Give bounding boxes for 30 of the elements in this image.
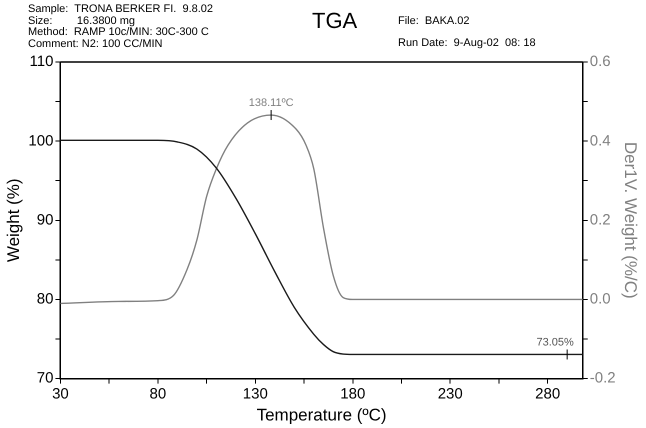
- text: Run Date: 9-Aug-02 08: 18: [398, 36, 536, 51]
- text: Sample: TRONA BERKER FI. 9.8.02: [28, 3, 214, 16]
- x-tick-label: 230: [438, 386, 463, 403]
- x-tick-label: 280: [535, 386, 560, 403]
- annotation: 138.11ºC: [248, 97, 294, 110]
- text: File: BAKA.02: [398, 14, 471, 29]
- line-series: [60, 114, 583, 304]
- annotation: 73.05%: [536, 336, 574, 348]
- text: Comment: N2: 100 CC/MIN: [28, 38, 164, 50]
- chart-title: TGA: [312, 8, 358, 34]
- y-tick-label: 80: [36, 290, 54, 308]
- y-tick-label: 70: [36, 370, 54, 387]
- y-axis-title: Weight (%): [4, 178, 23, 262]
- y-tick-label: 90: [36, 211, 54, 228]
- y2-tick-label: 0.2: [590, 211, 611, 228]
- x-axis-title: Temperature (ºC): [256, 405, 387, 424]
- x-tick-label: 80: [150, 386, 166, 403]
- y2-tick-label: 0.4: [590, 132, 611, 150]
- x-tick-label: 130: [242, 386, 268, 403]
- x-tick-label: 180: [340, 386, 366, 403]
- y-tick-label: 100: [28, 132, 54, 150]
- y-tick-label: 110: [30, 53, 54, 70]
- y2-tick-label: -0.2: [590, 370, 616, 387]
- text: Size: 16.3800 mg: [28, 14, 136, 27]
- text: Method: RAMP 10c/MIN: 30C-300 C: [28, 26, 210, 38]
- text: 0.0: [590, 290, 611, 308]
- y2-axis-title: Der1V. Weight (%/C): [621, 142, 640, 299]
- line-series: [60, 140, 583, 356]
- y2-tick-label: 0.6: [590, 53, 611, 70]
- x-tick-label: 30: [52, 386, 69, 403]
